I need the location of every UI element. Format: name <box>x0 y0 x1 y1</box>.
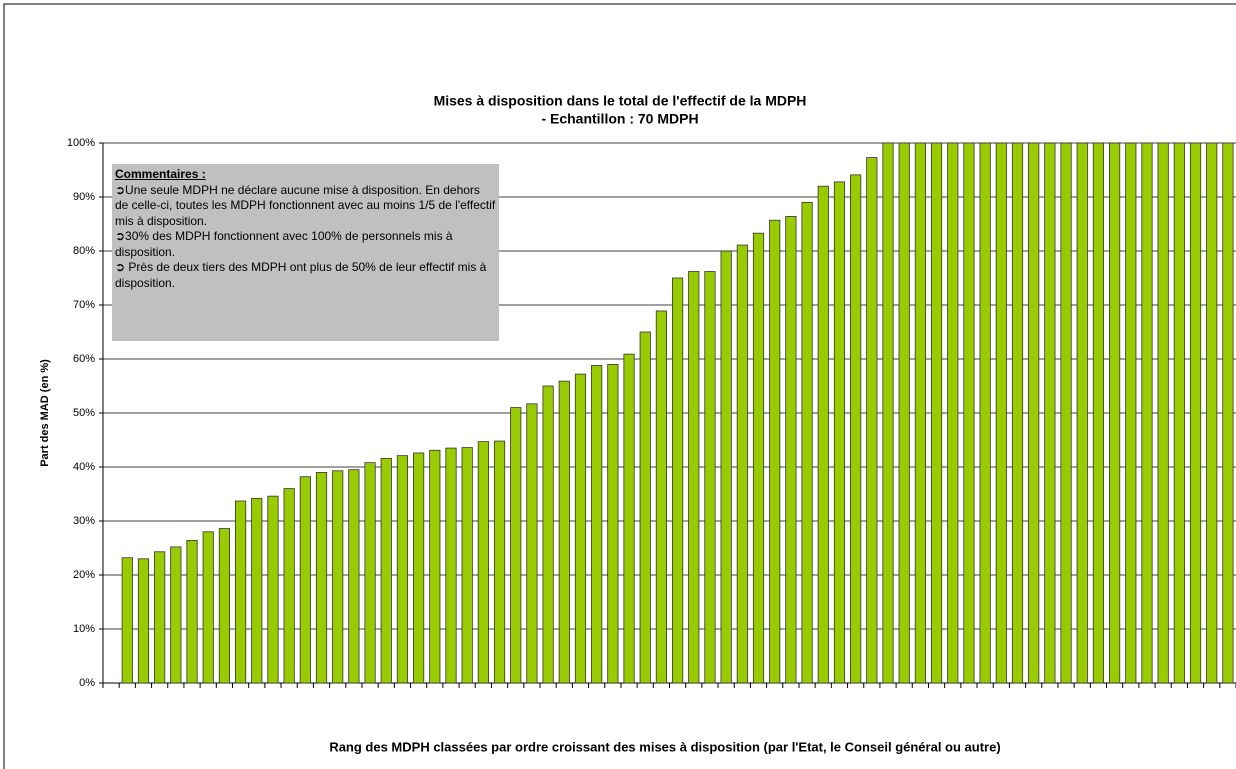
bar <box>1011 142 1024 684</box>
chart-title: Mises à disposition dans le total de l'e… <box>434 93 807 109</box>
bar <box>833 181 846 684</box>
y-tick-label: 10% <box>73 623 95 635</box>
comment-title: Commentaires : <box>115 167 206 181</box>
bar <box>137 558 150 684</box>
bar <box>218 528 230 684</box>
bar <box>736 244 748 684</box>
bar <box>591 365 603 684</box>
bar <box>542 385 554 684</box>
bar <box>963 142 975 684</box>
bar <box>1157 142 1169 684</box>
bar <box>639 331 651 684</box>
bar <box>688 271 700 684</box>
bar <box>202 531 214 684</box>
bar <box>882 142 894 684</box>
comment-line: ➲30% des MDPH fonctionnent avec 100% de … <box>115 229 453 259</box>
bar <box>720 250 732 684</box>
bar <box>154 551 166 684</box>
bar <box>429 449 441 684</box>
bar <box>995 142 1007 684</box>
y-tick-label: 60% <box>73 353 95 365</box>
bar <box>121 557 133 684</box>
bar <box>251 497 263 684</box>
bar <box>655 310 667 684</box>
bar <box>461 447 473 684</box>
bar <box>315 471 328 684</box>
bar <box>332 470 344 684</box>
bar <box>930 142 943 684</box>
bar <box>1173 142 1185 684</box>
bar <box>752 232 765 684</box>
bar <box>413 452 425 684</box>
bar <box>817 185 829 684</box>
bar <box>769 219 781 684</box>
bar <box>299 476 311 684</box>
bar <box>607 363 619 684</box>
y-axis-label: Part des MAD (en %) <box>39 359 51 467</box>
y-tick-label: 80% <box>73 245 95 257</box>
bar <box>234 500 247 684</box>
bar <box>1189 142 1202 684</box>
y-tick-label: 70% <box>73 299 95 311</box>
bar <box>898 142 910 684</box>
x-axis-label: Rang des MDPH classées par ordre croissa… <box>329 739 1000 754</box>
bar <box>267 495 279 684</box>
bar <box>348 469 360 684</box>
bar <box>510 407 522 684</box>
bar <box>1076 142 1088 684</box>
comment-line: ➲ Près de deux tiers des MDPH ont plus d… <box>115 260 487 290</box>
comment-line: ➲Une seule MDPH ne déclare aucune mise à… <box>115 182 496 228</box>
bar <box>1109 142 1121 684</box>
bar <box>526 403 538 684</box>
bar <box>186 540 198 684</box>
bar <box>979 142 991 684</box>
y-tick-label: 100% <box>67 137 95 149</box>
bar <box>558 380 570 684</box>
y-tick-label: 30% <box>73 515 95 527</box>
bar <box>364 462 376 684</box>
bar <box>1141 142 1153 684</box>
bar <box>1092 142 1105 684</box>
bar <box>283 488 295 684</box>
bar <box>801 201 813 684</box>
bar <box>445 447 457 684</box>
bar <box>866 157 878 684</box>
bar <box>477 441 489 684</box>
bar <box>914 142 926 684</box>
bar <box>947 142 959 684</box>
bar <box>623 353 635 684</box>
bar <box>1206 142 1218 684</box>
bar <box>396 455 409 684</box>
bar <box>704 271 716 684</box>
chart-subtitle: - Echantillon : 70 MDPH <box>541 111 698 127</box>
bar <box>1044 142 1056 684</box>
y-tick-label: 20% <box>73 569 95 581</box>
y-tick-label: 40% <box>73 461 95 473</box>
bar <box>493 440 506 684</box>
bar <box>1222 142 1234 684</box>
bar <box>1060 142 1072 684</box>
bar <box>1125 142 1137 684</box>
bar <box>850 174 862 684</box>
y-tick-label: 90% <box>73 191 95 203</box>
frame <box>3 3 1236 769</box>
bar <box>785 216 797 684</box>
bar <box>380 457 392 684</box>
bar <box>574 373 587 684</box>
bar <box>1028 142 1040 684</box>
bar <box>170 546 182 684</box>
y-tick-label: 50% <box>73 407 95 419</box>
y-tick-label: 0% <box>79 677 95 689</box>
bar <box>672 277 684 684</box>
comment-box: Commentaires : ➲Une seule MDPH ne déclar… <box>112 164 499 341</box>
